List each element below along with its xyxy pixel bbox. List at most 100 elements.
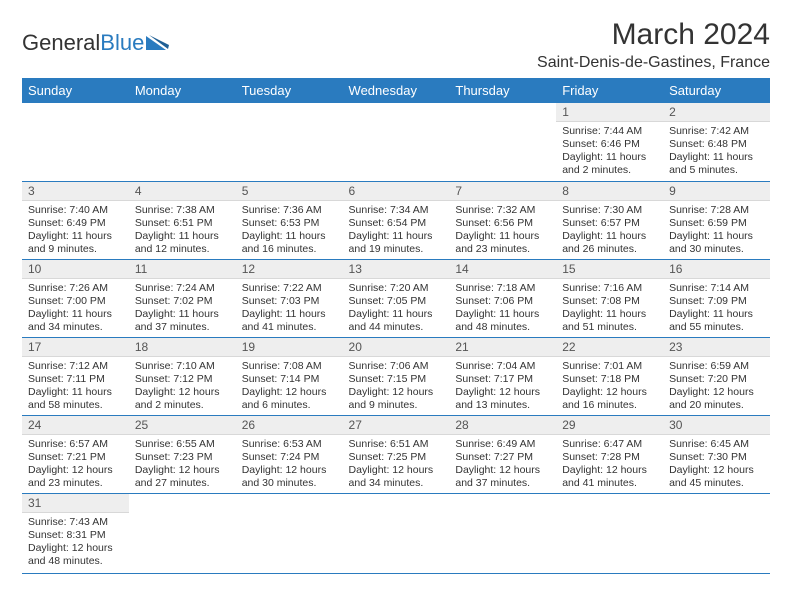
- calendar-cell: 21Sunrise: 7:04 AMSunset: 7:17 PMDayligh…: [449, 337, 556, 415]
- calendar-cell: 24Sunrise: 6:57 AMSunset: 7:21 PMDayligh…: [22, 415, 129, 493]
- day-details: Sunrise: 6:53 AMSunset: 7:24 PMDaylight:…: [236, 435, 343, 493]
- calendar-cell: 16Sunrise: 7:14 AMSunset: 7:09 PMDayligh…: [663, 259, 770, 337]
- day-details: Sunrise: 7:24 AMSunset: 7:02 PMDaylight:…: [129, 279, 236, 337]
- calendar-cell: 2Sunrise: 7:42 AMSunset: 6:48 PMDaylight…: [663, 103, 770, 181]
- day-details: Sunrise: 7:16 AMSunset: 7:08 PMDaylight:…: [556, 279, 663, 337]
- calendar-cell: [663, 493, 770, 573]
- day-details: Sunrise: 7:43 AMSunset: 8:31 PMDaylight:…: [22, 513, 129, 571]
- logo-text-general: General: [22, 30, 100, 56]
- calendar-cell: 11Sunrise: 7:24 AMSunset: 7:02 PMDayligh…: [129, 259, 236, 337]
- day-header: Saturday: [663, 78, 770, 103]
- day-number: 29: [556, 416, 663, 435]
- calendar-cell: 22Sunrise: 7:01 AMSunset: 7:18 PMDayligh…: [556, 337, 663, 415]
- calendar-cell: 19Sunrise: 7:08 AMSunset: 7:14 PMDayligh…: [236, 337, 343, 415]
- day-number: 19: [236, 338, 343, 357]
- day-details: Sunrise: 6:45 AMSunset: 7:30 PMDaylight:…: [663, 435, 770, 493]
- day-number: 28: [449, 416, 556, 435]
- day-number: 20: [343, 338, 450, 357]
- location-title: Saint-Denis-de-Gastines, France: [537, 54, 770, 72]
- day-header: Wednesday: [343, 78, 450, 103]
- calendar-week-row: 3Sunrise: 7:40 AMSunset: 6:49 PMDaylight…: [22, 181, 770, 259]
- day-details: Sunrise: 6:59 AMSunset: 7:20 PMDaylight:…: [663, 357, 770, 415]
- day-details: Sunrise: 7:20 AMSunset: 7:05 PMDaylight:…: [343, 279, 450, 337]
- day-number: 5: [236, 182, 343, 201]
- calendar-cell: [343, 103, 450, 181]
- day-number: 16: [663, 260, 770, 279]
- day-details: Sunrise: 7:34 AMSunset: 6:54 PMDaylight:…: [343, 201, 450, 259]
- day-details: Sunrise: 6:57 AMSunset: 7:21 PMDaylight:…: [22, 435, 129, 493]
- day-number: 26: [236, 416, 343, 435]
- calendar-cell: 30Sunrise: 6:45 AMSunset: 7:30 PMDayligh…: [663, 415, 770, 493]
- header: GeneralBlue March 2024 Saint-Denis-de-Ga…: [22, 18, 770, 72]
- day-details: Sunrise: 7:26 AMSunset: 7:00 PMDaylight:…: [22, 279, 129, 337]
- day-number: 15: [556, 260, 663, 279]
- calendar-cell: 23Sunrise: 6:59 AMSunset: 7:20 PMDayligh…: [663, 337, 770, 415]
- title-block: March 2024 Saint-Denis-de-Gastines, Fran…: [537, 18, 770, 72]
- calendar-week-row: 17Sunrise: 7:12 AMSunset: 7:11 PMDayligh…: [22, 337, 770, 415]
- day-number: 27: [343, 416, 450, 435]
- calendar-cell: [129, 493, 236, 573]
- calendar-cell: 4Sunrise: 7:38 AMSunset: 6:51 PMDaylight…: [129, 181, 236, 259]
- calendar-week-row: 24Sunrise: 6:57 AMSunset: 7:21 PMDayligh…: [22, 415, 770, 493]
- day-number: 11: [129, 260, 236, 279]
- day-header: Friday: [556, 78, 663, 103]
- calendar-cell: 12Sunrise: 7:22 AMSunset: 7:03 PMDayligh…: [236, 259, 343, 337]
- day-number: 23: [663, 338, 770, 357]
- day-number: 17: [22, 338, 129, 357]
- day-details: Sunrise: 7:01 AMSunset: 7:18 PMDaylight:…: [556, 357, 663, 415]
- calendar-week-row: 10Sunrise: 7:26 AMSunset: 7:00 PMDayligh…: [22, 259, 770, 337]
- calendar-cell: 7Sunrise: 7:32 AMSunset: 6:56 PMDaylight…: [449, 181, 556, 259]
- day-details: Sunrise: 7:30 AMSunset: 6:57 PMDaylight:…: [556, 201, 663, 259]
- calendar-cell: 26Sunrise: 6:53 AMSunset: 7:24 PMDayligh…: [236, 415, 343, 493]
- day-details: Sunrise: 6:49 AMSunset: 7:27 PMDaylight:…: [449, 435, 556, 493]
- day-number: 22: [556, 338, 663, 357]
- day-details: Sunrise: 7:36 AMSunset: 6:53 PMDaylight:…: [236, 201, 343, 259]
- logo-text-blue: Blue: [100, 30, 144, 56]
- day-number: 3: [22, 182, 129, 201]
- calendar-cell: 10Sunrise: 7:26 AMSunset: 7:00 PMDayligh…: [22, 259, 129, 337]
- calendar-cell: 28Sunrise: 6:49 AMSunset: 7:27 PMDayligh…: [449, 415, 556, 493]
- calendar-cell: 13Sunrise: 7:20 AMSunset: 7:05 PMDayligh…: [343, 259, 450, 337]
- day-number: 1: [556, 103, 663, 122]
- day-details: Sunrise: 7:14 AMSunset: 7:09 PMDaylight:…: [663, 279, 770, 337]
- day-number: 13: [343, 260, 450, 279]
- day-number: 30: [663, 416, 770, 435]
- logo: GeneralBlue: [22, 18, 172, 56]
- calendar-cell: 31Sunrise: 7:43 AMSunset: 8:31 PMDayligh…: [22, 493, 129, 573]
- day-details: Sunrise: 7:12 AMSunset: 7:11 PMDaylight:…: [22, 357, 129, 415]
- day-header: Monday: [129, 78, 236, 103]
- day-details: Sunrise: 7:08 AMSunset: 7:14 PMDaylight:…: [236, 357, 343, 415]
- calendar-cell: 9Sunrise: 7:28 AMSunset: 6:59 PMDaylight…: [663, 181, 770, 259]
- day-number: 6: [343, 182, 450, 201]
- calendar-table: Sunday Monday Tuesday Wednesday Thursday…: [22, 78, 770, 574]
- day-number: 4: [129, 182, 236, 201]
- day-details: Sunrise: 7:10 AMSunset: 7:12 PMDaylight:…: [129, 357, 236, 415]
- calendar-cell: 1Sunrise: 7:44 AMSunset: 6:46 PMDaylight…: [556, 103, 663, 181]
- calendar-cell: [129, 103, 236, 181]
- day-header: Tuesday: [236, 78, 343, 103]
- calendar-cell: [449, 103, 556, 181]
- calendar-week-row: 31Sunrise: 7:43 AMSunset: 8:31 PMDayligh…: [22, 493, 770, 573]
- month-title: March 2024: [537, 18, 770, 52]
- calendar-cell: [236, 493, 343, 573]
- calendar-week-row: 1Sunrise: 7:44 AMSunset: 6:46 PMDaylight…: [22, 103, 770, 181]
- day-number: 9: [663, 182, 770, 201]
- day-details: Sunrise: 7:38 AMSunset: 6:51 PMDaylight:…: [129, 201, 236, 259]
- calendar-cell: 15Sunrise: 7:16 AMSunset: 7:08 PMDayligh…: [556, 259, 663, 337]
- day-number: 31: [22, 494, 129, 513]
- day-number: 2: [663, 103, 770, 122]
- day-details: Sunrise: 7:06 AMSunset: 7:15 PMDaylight:…: [343, 357, 450, 415]
- day-number: 21: [449, 338, 556, 357]
- day-header: Thursday: [449, 78, 556, 103]
- calendar-cell: 17Sunrise: 7:12 AMSunset: 7:11 PMDayligh…: [22, 337, 129, 415]
- calendar-cell: [556, 493, 663, 573]
- day-details: Sunrise: 6:51 AMSunset: 7:25 PMDaylight:…: [343, 435, 450, 493]
- calendar-cell: 6Sunrise: 7:34 AMSunset: 6:54 PMDaylight…: [343, 181, 450, 259]
- day-header: Sunday: [22, 78, 129, 103]
- day-details: Sunrise: 7:28 AMSunset: 6:59 PMDaylight:…: [663, 201, 770, 259]
- calendar-cell: [449, 493, 556, 573]
- day-details: Sunrise: 7:18 AMSunset: 7:06 PMDaylight:…: [449, 279, 556, 337]
- calendar-cell: 27Sunrise: 6:51 AMSunset: 7:25 PMDayligh…: [343, 415, 450, 493]
- day-details: Sunrise: 7:42 AMSunset: 6:48 PMDaylight:…: [663, 122, 770, 180]
- day-details: Sunrise: 6:47 AMSunset: 7:28 PMDaylight:…: [556, 435, 663, 493]
